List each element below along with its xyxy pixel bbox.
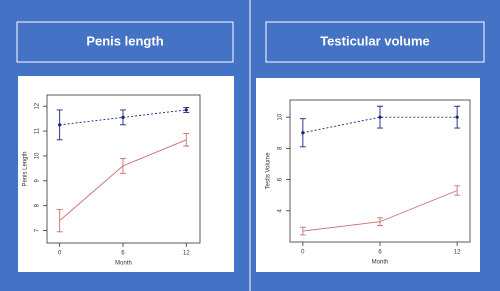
y-tick-label: 4 [278,208,284,212]
point [184,108,188,112]
y-tick-label: 7 [35,228,41,232]
y-tick-label: 6 [278,177,284,181]
y-tick-label: 10 [278,113,284,120]
panel-title: Penis length [86,33,163,48]
series-line [59,109,187,126]
panel-title: Testicular volume [320,33,430,48]
y-tick-label: 12 [35,102,41,109]
point [121,115,125,119]
point [58,123,62,127]
x-axis-label: Month [372,260,389,266]
y-axis-label: Testis Volume [266,152,272,190]
point [378,115,382,119]
point [455,115,459,119]
y-tick-label: 8 [278,146,284,150]
x-tick-label: 6 [378,250,382,256]
error-bar [299,226,306,236]
y-tick-label: 9 [35,178,41,182]
error-bar [56,208,63,233]
y-tick-label: 8 [35,203,41,207]
error-bar [119,157,126,174]
y-axis-label: Penis Length [23,151,29,186]
x-tick-label: 12 [454,250,461,256]
y-tick-label: 10 [35,152,41,159]
plot-frame [46,94,201,244]
header-box [265,21,485,63]
chart-panel [18,76,234,272]
error-bar [183,133,190,147]
x-tick-label: 6 [121,251,125,257]
header-box [16,21,234,63]
y-tick-label: 11 [35,127,41,134]
error-bar [454,185,461,196]
x-axis-label: Month [115,261,132,267]
chart-panel [256,78,480,272]
x-tick-label: 12 [183,251,190,257]
x-tick-label: 0 [301,250,305,256]
x-tick-label: 0 [58,251,62,257]
error-bar [377,217,383,227]
point [301,131,305,135]
